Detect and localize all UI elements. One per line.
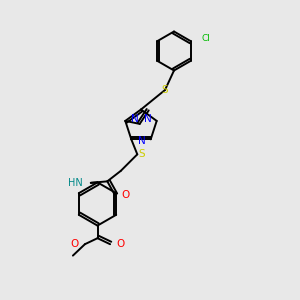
Text: S: S [139,149,146,159]
Text: N: N [143,114,151,124]
Text: O: O [122,190,130,200]
Text: O: O [70,239,78,249]
Text: Cl: Cl [201,34,210,43]
Text: N: N [137,136,145,146]
Text: HN: HN [68,178,83,188]
Text: O: O [117,239,125,249]
Text: N: N [131,114,139,124]
Text: S: S [162,85,168,95]
